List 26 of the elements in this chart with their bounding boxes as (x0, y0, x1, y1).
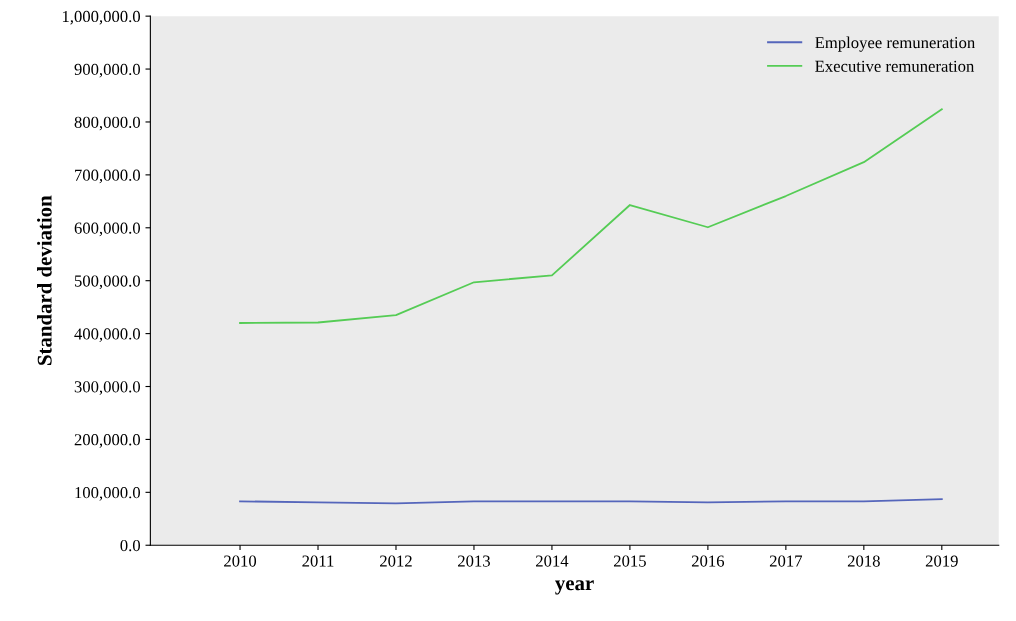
x-axis-title: year (555, 580, 594, 595)
x-tick-label: 2014 (536, 555, 569, 567)
x-tick-label: 2011 (302, 555, 334, 567)
legend-label: Employee remuneration (815, 36, 975, 52)
y-axis-title: Standard deviation (37, 195, 52, 365)
x-tick-label: 2016 (691, 555, 725, 567)
x-tick-label: 2019 (925, 555, 958, 567)
x-tick-label: 2017 (769, 555, 803, 567)
y-tick-label: 700,000.0 (75, 169, 141, 184)
x-tick-label: 2013 (458, 555, 490, 567)
y-tick-label: 100,000.0 (75, 487, 141, 501)
y-tick-label: 0.0 (120, 539, 141, 552)
y-tick-label: 600,000.0 (74, 222, 141, 237)
legend-label: Executive remuneration (815, 60, 975, 72)
x-tick-label: 2015 (613, 555, 646, 567)
y-tick-label: 500,000.0 (74, 275, 141, 290)
y-tick-label: 800,000.0 (74, 116, 141, 131)
y-tick-label: 400,000.0 (74, 328, 141, 342)
y-tick-label: 1,000,000.0 (62, 10, 141, 25)
line-series (239, 108, 943, 324)
y-tick-label: 200,000.0 (74, 434, 141, 448)
x-tick-label: 2012 (380, 555, 412, 567)
x-tick-label: 2018 (847, 555, 880, 567)
y-tick-label: 300,000.0 (74, 381, 141, 395)
x-tick-label: 2010 (224, 555, 257, 567)
y-tick-label: 900,000.0 (74, 63, 141, 78)
